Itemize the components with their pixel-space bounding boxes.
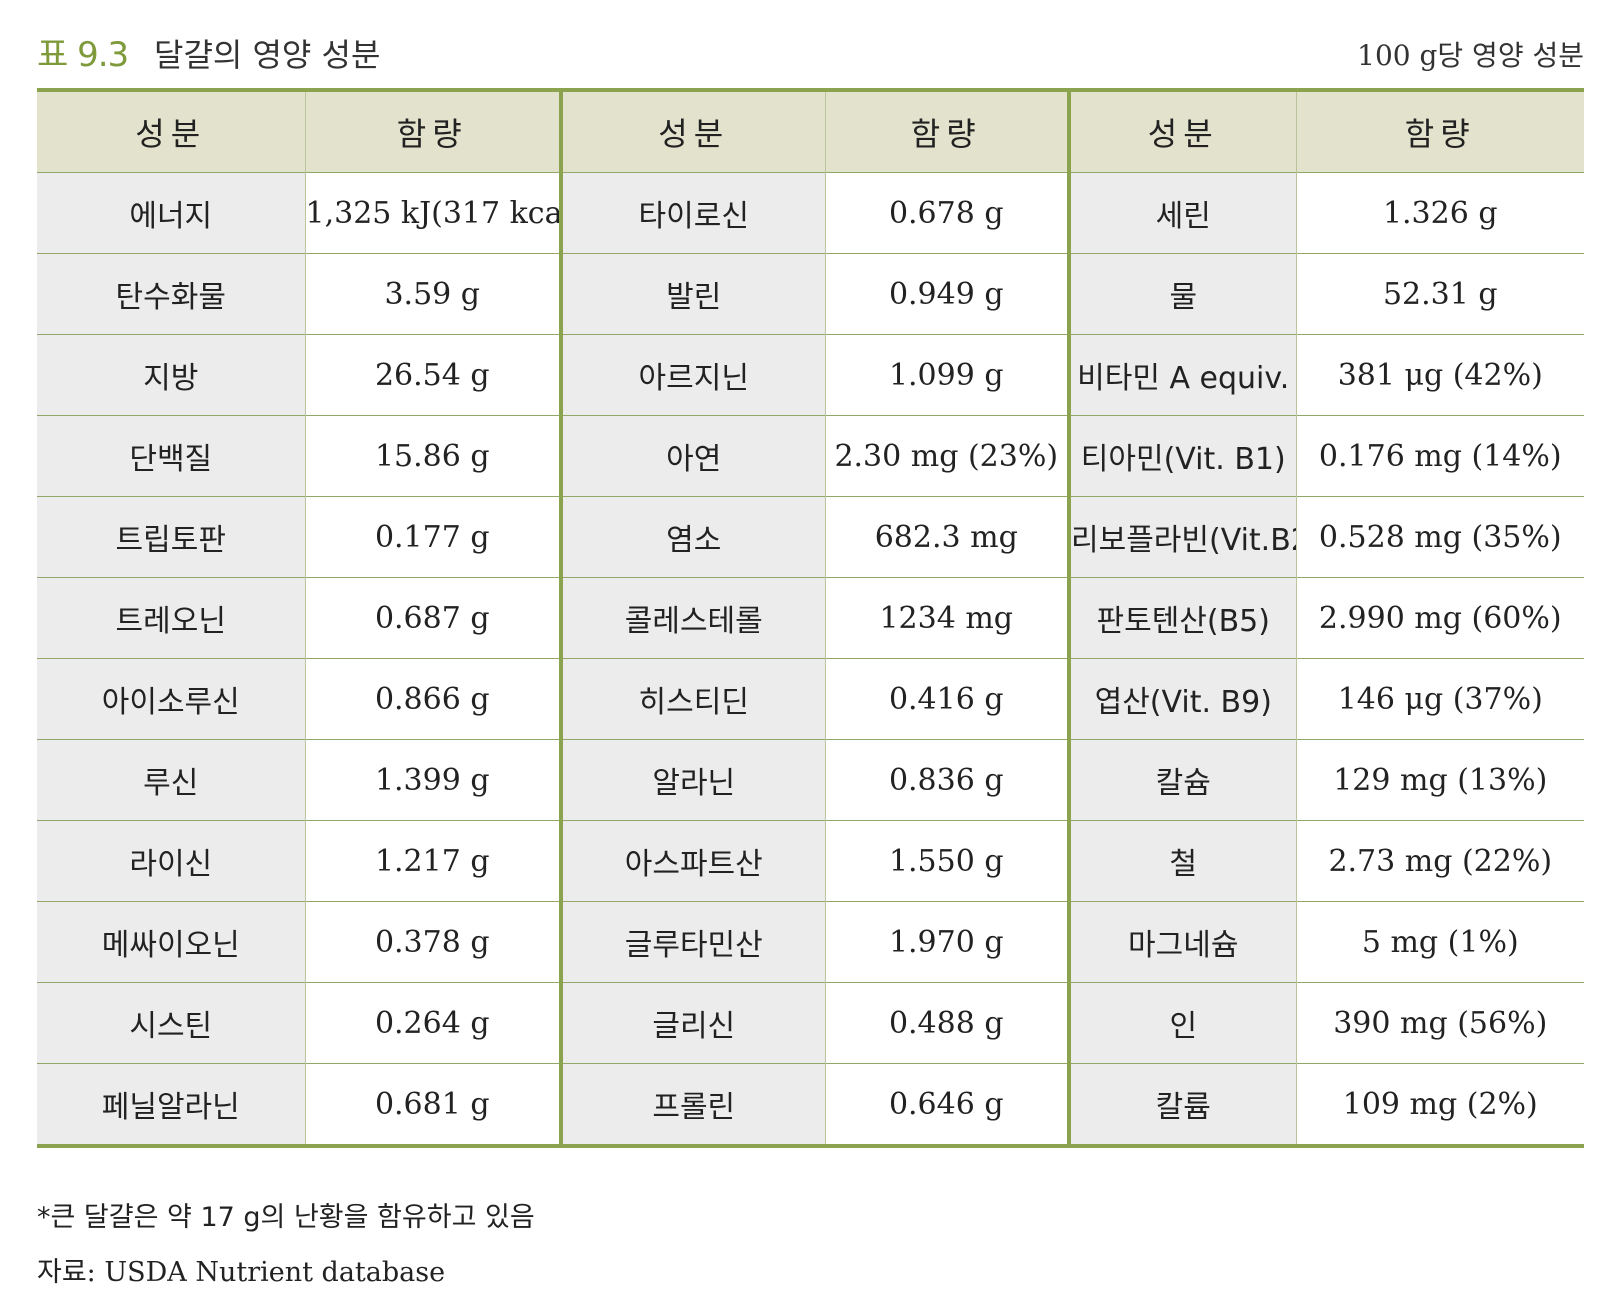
nutrient-amount-cell: 1,325 kJ(317 kcal) [304,172,561,254]
table-number: 표 9.3 [37,35,129,75]
table-title: 달걀의 영양 성분 [154,36,381,74]
nutrient-amount-cell: 0.378 g [304,901,561,983]
nutrient-name-cell: 트립토판 [37,496,305,578]
nutrient-name-cell: 루신 [37,739,305,821]
nutrient-amount-cell: 0.949 g [824,253,1069,335]
table-row: 탄수화물 3.59 g 발린 0.949 g 물 52.31 g [37,253,1584,335]
nutrient-name-cell: 프롤린 [559,1063,825,1146]
nutrient-amount-cell: 2.990 mg (60%) [1295,577,1584,659]
nutrient-amount-cell: 0.646 g [824,1063,1069,1146]
nutrient-name-cell: 판토텐산(B5) [1067,577,1296,659]
nutrient-amount-cell: 0.678 g [824,172,1069,254]
column-header: 성분 [1067,90,1296,173]
nutrient-amount-cell: 146 μg (37%) [1295,658,1584,740]
table-row: 지방 26.54 g 아르지닌 1.099 g 비타민 A equiv. 381 μg (… [37,334,1584,416]
nutrient-name-cell: 트레오닌 [37,577,305,659]
nutrient-amount-cell: 0.681 g [304,1063,561,1146]
table-caption: 표 9.3 달걀의 영양 성분 100 g당 영양 성분 [37,30,1584,80]
nutrient-name-cell: 탄수화물 [37,253,305,335]
nutrient-name-cell: 리보플라빈(Vit.B2) [1067,496,1296,578]
nutrient-amount-cell: 1.099 g [824,334,1069,416]
column-header: 함량 [824,90,1069,173]
nutrient-name-cell: 칼륨 [1067,1063,1296,1146]
nutrient-name-cell: 아연 [559,415,825,497]
nutrient-name-cell: 에너지 [37,172,305,254]
table-row: 트레오닌 0.687 g 콜레스테롤 1234 mg 판토텐산(B5) 2.990 mg … [37,577,1584,659]
nutrient-amount-cell: 390 mg (56%) [1295,982,1584,1064]
nutrient-amount-cell: 682.3 mg [824,496,1069,578]
table-row: 라이신 1.217 g 아스파트산 1.550 g 철 2.73 mg (22%) [37,820,1584,902]
nutrient-name-cell: 아스파트산 [559,820,825,902]
nutrient-name-cell: 글루타민산 [559,901,825,983]
table-header-row: 성분 함량 성분 함량 성분 함량 [37,90,1584,173]
nutrient-name-cell: 비타민 A equiv. [1067,334,1296,416]
nutrient-amount-cell: 381 μg (42%) [1295,334,1584,416]
nutrient-name-cell: 페닐알라닌 [37,1063,305,1146]
table-row: 아이소루신 0.866 g 히스티딘 0.416 g 엽산(Vit. B9) 146 μg… [37,658,1584,740]
nutrient-amount-cell: 2.73 mg (22%) [1295,820,1584,902]
nutrient-amount-cell: 0.264 g [304,982,561,1064]
nutrient-amount-cell: 0.866 g [304,658,561,740]
nutrient-name-cell: 지방 [37,334,305,416]
nutrient-name-cell: 아이소루신 [37,658,305,740]
table-row: 메싸이오닌 0.378 g 글루타민산 1.970 g 마그네슘 5 mg (1%) [37,901,1584,983]
nutrient-amount-cell: 26.54 g [304,334,561,416]
nutrient-name-cell: 철 [1067,820,1296,902]
table-row: 에너지 1,325 kJ(317 kcal) 타이로신 0.678 g 세린 1.326 … [37,172,1584,254]
nutrient-amount-cell: 1.550 g [824,820,1069,902]
nutrient-name-cell: 아르지닌 [559,334,825,416]
nutrient-amount-cell: 1.217 g [304,820,561,902]
nutrient-name-cell: 메싸이오닌 [37,901,305,983]
nutrient-name-cell: 라이신 [37,820,305,902]
nutrient-name-cell: 엽산(Vit. B9) [1067,658,1296,740]
nutrient-amount-cell: 0.488 g [824,982,1069,1064]
nutrient-name-cell: 세린 [1067,172,1296,254]
nutrient-amount-cell: 0.177 g [304,496,561,578]
nutrient-name-cell: 알라닌 [559,739,825,821]
nutrient-name-cell: 칼슘 [1067,739,1296,821]
unit-note: 100 g당 영양 성분 [1357,39,1584,72]
nutrient-amount-cell: 15.86 g [304,415,561,497]
table-row: 루신 1.399 g 알라닌 0.836 g 칼슘 129 mg (13%) [37,739,1584,821]
nutrient-amount-cell: 1.326 g [1295,172,1584,254]
footnote: *큰 달걀은 약 17 g의 난황을 함유하고 있음 [37,1202,535,1233]
nutrient-amount-cell: 52.31 g [1295,253,1584,335]
nutrient-name-cell: 염소 [559,496,825,578]
nutrient-amount-cell: 0.176 mg (14%) [1295,415,1584,497]
nutrient-amount-cell: 2.30 mg (23%) [824,415,1069,497]
nutrient-amount-cell: 1.399 g [304,739,561,821]
nutrient-amount-cell: 109 mg (2%) [1295,1063,1584,1146]
table-row: 페닐알라닌 0.681 g 프롤린 0.646 g 칼륨 109 mg (2%) [37,1063,1584,1146]
nutrient-name-cell: 히스티딘 [559,658,825,740]
nutrient-name-cell: 콜레스테롤 [559,577,825,659]
nutrient-amount-cell: 0.528 mg (35%) [1295,496,1584,578]
nutrient-name-cell: 글리신 [559,982,825,1064]
nutrient-amount-cell: 1234 mg [824,577,1069,659]
nutrient-name-cell: 발린 [559,253,825,335]
nutrient-amount-cell: 129 mg (13%) [1295,739,1584,821]
table-row: 시스틴 0.264 g 글리신 0.488 g 인 390 mg (56%) [37,982,1584,1064]
nutrient-name-cell: 타이로신 [559,172,825,254]
nutrient-amount-cell: 5 mg (1%) [1295,901,1584,983]
nutrient-name-cell: 인 [1067,982,1296,1064]
nutrient-amount-cell: 3.59 g [304,253,561,335]
nutrient-amount-cell: 1.970 g [824,901,1069,983]
column-header: 성분 [559,90,825,173]
column-header: 함량 [304,90,561,173]
nutrient-name-cell: 티아민(Vit. B1) [1067,415,1296,497]
nutrient-name-cell: 단백질 [37,415,305,497]
nutrient-name-cell: 마그네슘 [1067,901,1296,983]
column-header: 성분 [37,90,305,173]
column-header: 함량 [1295,90,1584,173]
nutrient-name-cell: 시스틴 [37,982,305,1064]
nutrition-table: 성분 함량 성분 함량 성분 함량 에너지 1,325 kJ(317 kcal) 타… [37,88,1584,1148]
nutrient-amount-cell: 0.687 g [304,577,561,659]
nutrient-amount-cell: 0.416 g [824,658,1069,740]
nutrient-amount-cell: 0.836 g [824,739,1069,821]
nutrient-name-cell: 물 [1067,253,1296,335]
source-note: 자료: USDA Nutrient database [37,1257,446,1288]
table-row: 단백질 15.86 g 아연 2.30 mg (23%) 티아민(Vit. B1) 0.1… [37,415,1584,497]
